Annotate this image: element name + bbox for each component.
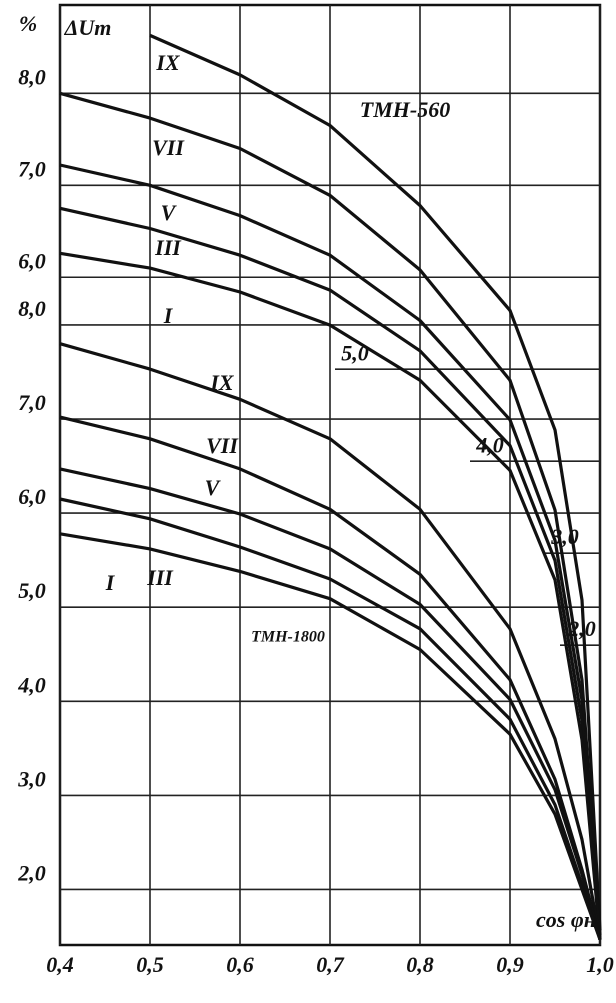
x-tick-label: 0,8 — [406, 952, 434, 977]
curve — [59, 163, 602, 940]
y2-tick-label: 8,0 — [18, 64, 46, 89]
y-tick-label: 7,0 — [18, 390, 46, 415]
curve-label: VII — [152, 135, 185, 160]
x-tick-label: 1,0 — [586, 952, 614, 977]
x-tick-label: 0,6 — [226, 952, 254, 977]
curve-label: I — [163, 303, 174, 328]
curve-label: III — [154, 235, 182, 260]
curve-label: I — [105, 570, 116, 595]
curve-label: III — [146, 565, 174, 590]
x-tick-label: 0,5 — [136, 952, 164, 977]
x-tick-label: 0,9 — [496, 952, 524, 977]
y-tick-label: 6,0 — [18, 484, 46, 509]
y-axis-label: ΔUт — [64, 15, 112, 40]
y-tick-label: 2,0 — [17, 861, 46, 886]
y-tick-label: 8,0 — [18, 296, 46, 321]
y2-tick-label: 5,0 — [341, 340, 369, 365]
y2-tick-label: 6,0 — [18, 248, 46, 273]
y-tick-label: 4,0 — [17, 672, 46, 697]
curve-label: IX — [209, 370, 235, 395]
curve-label: V — [161, 200, 178, 225]
curve — [59, 91, 602, 936]
curve-label: V — [205, 475, 222, 500]
curve — [59, 467, 602, 940]
x-tick-label: 0,7 — [316, 952, 345, 977]
curve — [149, 33, 602, 931]
curve — [59, 532, 602, 940]
curve-label: IX — [155, 50, 181, 75]
curve — [59, 342, 602, 940]
y-tick-label: 3,0 — [17, 766, 46, 791]
curve — [59, 251, 602, 940]
y-tick-label: 5,0 — [18, 578, 46, 603]
curve-label: VII — [206, 433, 239, 458]
curve — [59, 497, 602, 940]
curve — [59, 206, 602, 940]
annotation: TMH-560 — [360, 97, 450, 122]
y-unit: % — [19, 11, 37, 36]
annotation: TMH-1800 — [251, 629, 325, 646]
x-axis-label: cos φн — [536, 907, 596, 932]
y2-tick-label: 7,0 — [18, 156, 46, 181]
curve — [59, 415, 602, 940]
x-tick-label: 0,4 — [46, 952, 74, 977]
y2-tick-label: 4,0 — [475, 432, 504, 457]
